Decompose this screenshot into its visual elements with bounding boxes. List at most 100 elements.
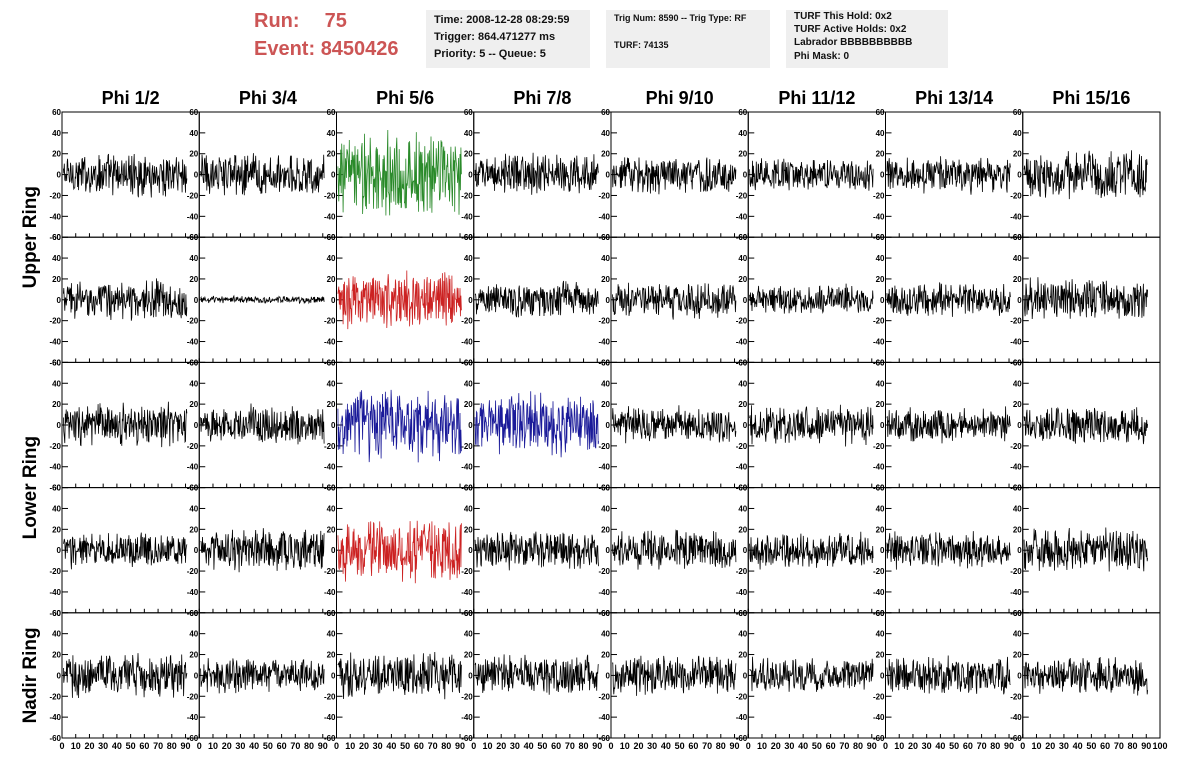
waveform-trace xyxy=(200,403,325,445)
y-tick-label: -20 xyxy=(873,317,885,326)
y-tick-label: 20 xyxy=(189,651,198,660)
time-info-box: Time: 2008-12-28 08:29:59 Trigger: 864.4… xyxy=(426,10,590,68)
y-tick-label: -20 xyxy=(1010,317,1022,326)
y-tick-label: -40 xyxy=(324,212,336,221)
waveform-trace xyxy=(612,157,737,195)
y-tick-label: -20 xyxy=(598,191,610,200)
waveform-trace xyxy=(337,270,462,330)
y-tick-label: -60 xyxy=(736,233,748,242)
trig-info-box: Trig Num: 8590 -- Trig Type: RF TURF: 74… xyxy=(606,10,770,68)
y-tick-label: -40 xyxy=(873,338,885,347)
x-tick-label: 80 xyxy=(853,741,863,751)
y-tick-label: 40 xyxy=(464,504,473,513)
x-tick-label: 80 xyxy=(990,741,1000,751)
y-tick-label: -40 xyxy=(736,713,748,722)
y-tick-label: 40 xyxy=(876,504,885,513)
y-tick-label: -40 xyxy=(598,338,610,347)
y-tick-label: -60 xyxy=(324,609,336,618)
y-tick-label: -20 xyxy=(873,692,885,701)
y-tick-label: 60 xyxy=(601,233,610,242)
y-tick-label: 0 xyxy=(743,171,748,180)
column-title: Phi 9/10 xyxy=(646,88,714,108)
y-tick-label: 0 xyxy=(468,421,473,430)
x-tick-label: 60 xyxy=(551,741,561,751)
x-tick-label: 80 xyxy=(167,741,177,751)
y-tick-label: 40 xyxy=(464,254,473,263)
x-tick-label: 80 xyxy=(1128,741,1138,751)
y-tick-label: -40 xyxy=(1010,338,1022,347)
x-tick-label: 10 xyxy=(894,741,904,751)
y-tick-label: 0 xyxy=(606,421,611,430)
y-tick-label: 20 xyxy=(1013,400,1022,409)
waveform-trace xyxy=(63,653,188,699)
x-tick-label: 30 xyxy=(647,741,657,751)
y-tick-label: 40 xyxy=(52,504,61,513)
y-tick-label: 40 xyxy=(738,254,747,263)
y-tick-label: 40 xyxy=(327,379,336,388)
y-tick-label: -60 xyxy=(49,484,61,493)
x-tick-label: 0 xyxy=(471,741,476,751)
waveform-trace xyxy=(1023,656,1148,696)
y-tick-label: 40 xyxy=(1013,254,1022,263)
column-title: Phi 11/12 xyxy=(778,88,855,108)
y-tick-label: 60 xyxy=(189,233,198,242)
x-tick-label: 40 xyxy=(386,741,396,751)
y-tick-label: -60 xyxy=(873,233,885,242)
y-tick-label: -60 xyxy=(49,609,61,618)
y-tick-label: 0 xyxy=(194,546,199,555)
y-tick-label: 60 xyxy=(327,484,336,493)
x-tick-label: 30 xyxy=(1059,741,1069,751)
waveform-trace xyxy=(886,531,1011,570)
x-tick-label: 70 xyxy=(839,741,849,751)
y-tick-label: -20 xyxy=(49,191,61,200)
y-tick-label: 60 xyxy=(327,233,336,242)
y-tick-label: 20 xyxy=(464,150,473,159)
y-tick-label: 0 xyxy=(468,671,473,680)
y-tick-label: 20 xyxy=(738,275,747,284)
y-tick-label: 40 xyxy=(189,129,198,138)
y-tick-label: 0 xyxy=(1017,421,1022,430)
y-tick-label: -20 xyxy=(461,567,473,576)
y-tick-label: 40 xyxy=(601,504,610,513)
y-tick-label: 40 xyxy=(876,129,885,138)
y-tick-label: 60 xyxy=(738,358,747,367)
x-tick-label: 0 xyxy=(746,741,751,751)
y-tick-label: 20 xyxy=(601,400,610,409)
y-tick-label: 60 xyxy=(738,484,747,493)
y-tick-label: -40 xyxy=(1010,588,1022,597)
y-tick-label: 20 xyxy=(464,400,473,409)
y-tick-label: -20 xyxy=(1010,442,1022,451)
x-tick-label: 20 xyxy=(908,741,918,751)
waveform-trace xyxy=(200,528,325,573)
y-tick-label: 0 xyxy=(331,671,336,680)
x-tick-label: 10 xyxy=(620,741,630,751)
y-tick-label: -60 xyxy=(461,233,473,242)
y-tick-label: 0 xyxy=(331,171,336,180)
y-tick-label: 40 xyxy=(601,379,610,388)
y-tick-label: -40 xyxy=(324,588,336,597)
y-tick-label: 0 xyxy=(880,296,885,305)
waveform-trace xyxy=(886,282,1011,317)
x-tick-label: 60 xyxy=(963,741,973,751)
y-tick-label: 40 xyxy=(876,379,885,388)
y-tick-label: 40 xyxy=(327,504,336,513)
y-tick-label: -60 xyxy=(1010,233,1022,242)
x-tick-label: 20 xyxy=(633,741,643,751)
y-tick-label: -40 xyxy=(49,588,61,597)
y-tick-label: 20 xyxy=(189,400,198,409)
x-tick-label: 90 xyxy=(455,741,465,751)
y-tick-label: 60 xyxy=(738,108,747,117)
y-tick-label: -60 xyxy=(187,233,199,242)
y-tick-label: 0 xyxy=(606,171,611,180)
priority-line: Priority: 5 -- Queue: 5 xyxy=(434,48,546,60)
y-tick-label: -60 xyxy=(1010,609,1022,618)
y-tick-label: -20 xyxy=(461,317,473,326)
x-tick-label: 90 xyxy=(730,741,740,751)
y-tick-label: -40 xyxy=(187,463,199,472)
x-tick-label: 50 xyxy=(812,741,822,751)
x-tick-label: 10 xyxy=(71,741,81,751)
event-readout: Event: 8450426 xyxy=(254,38,399,61)
y-tick-label: 60 xyxy=(1013,233,1022,242)
y-tick-label: -40 xyxy=(736,212,748,221)
waveform-trace xyxy=(474,152,599,195)
